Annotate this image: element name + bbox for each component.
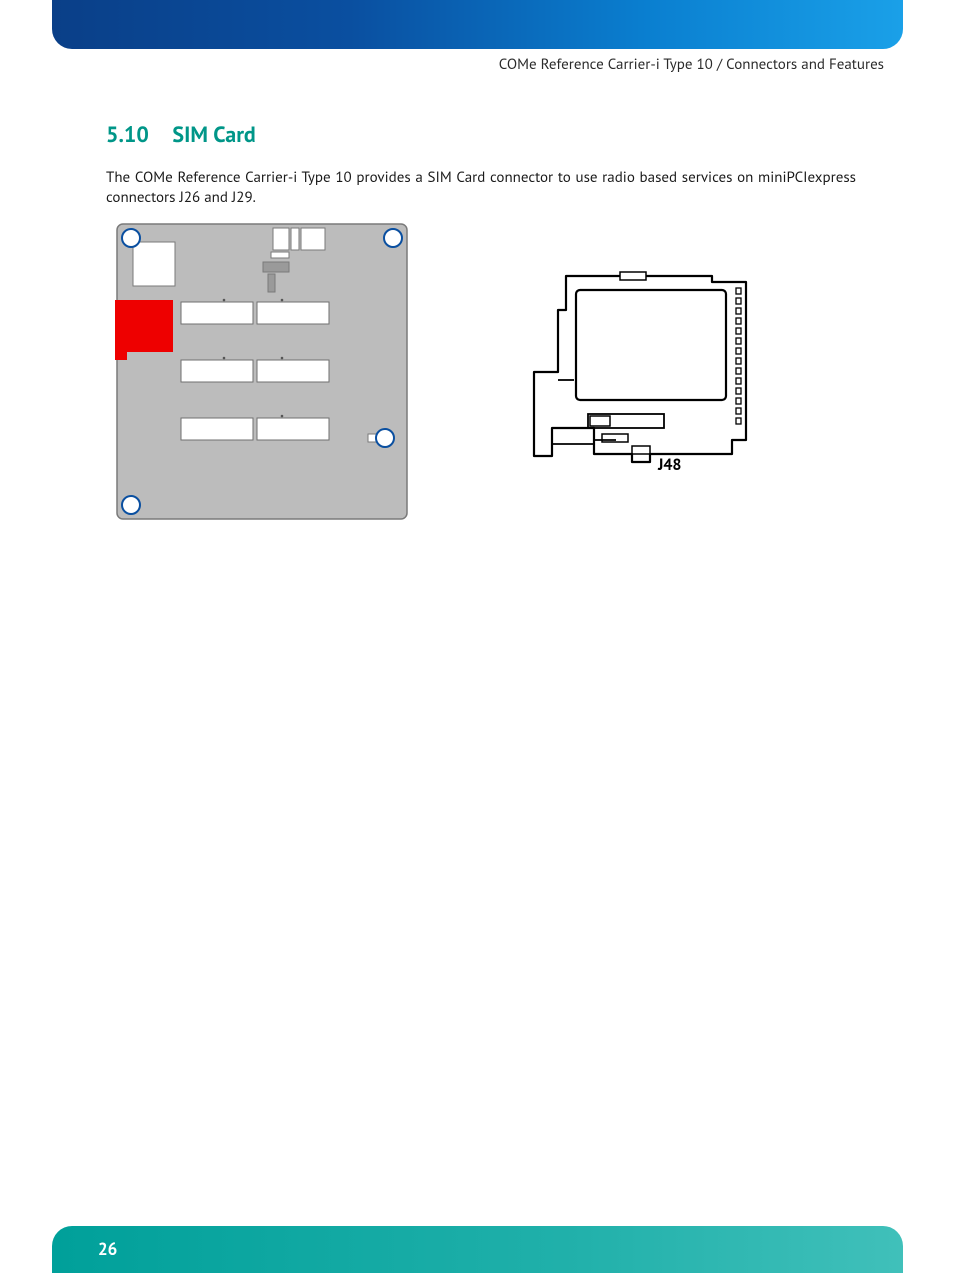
page-number: 26: [98, 1238, 117, 1260]
connector-outline-diagram: [524, 268, 756, 466]
section-title: SIM Card: [172, 121, 255, 149]
connector-label: J48: [658, 455, 682, 475]
section-heading: 5.10 SIM Card: [106, 121, 256, 149]
top-gradient-bar: [52, 0, 903, 49]
section-body: The COMe Reference Carrier-i Type 10 pro…: [106, 168, 856, 209]
bottom-gradient-bar: [52, 1226, 903, 1273]
section-number: 5.10: [106, 121, 149, 149]
page: COMe Reference Carrier-i Type 10 / Conne…: [0, 0, 954, 1273]
board-location-diagram: [115, 222, 409, 521]
running-header: COMe Reference Carrier-i Type 10 / Conne…: [499, 55, 884, 74]
